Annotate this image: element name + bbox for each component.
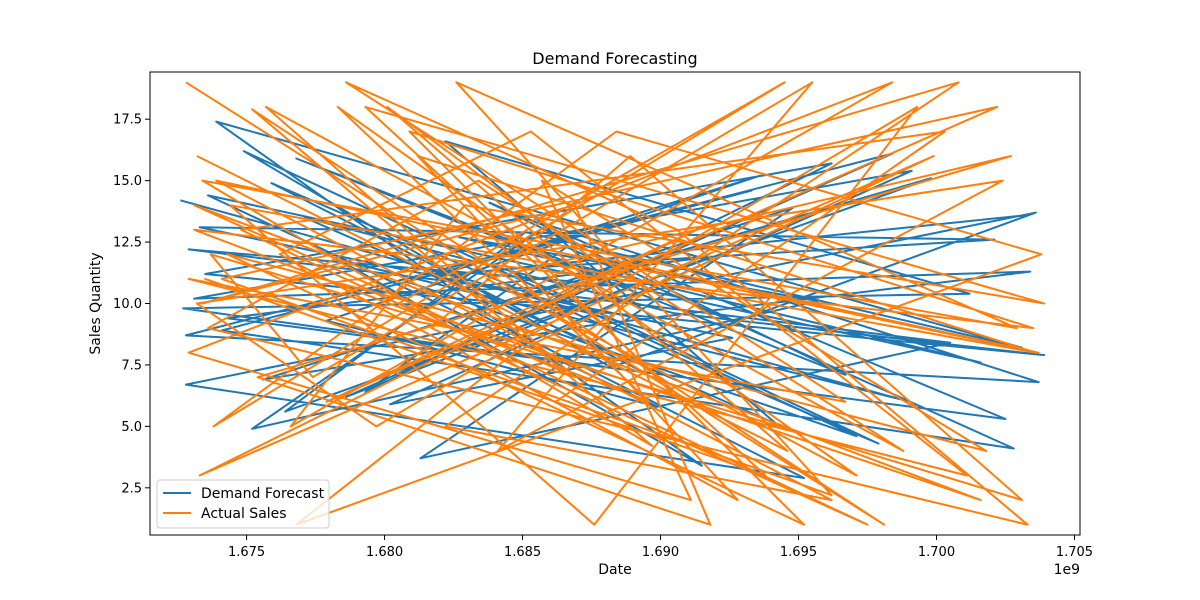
x-tick-label: 1.695 — [780, 545, 817, 560]
y-tick-label: 12.5 — [113, 236, 142, 251]
y-tick-label: 15.0 — [113, 174, 142, 189]
y-axis-ticks: 2.5 5.0 7.5 10.0 12.5 15.0 17.5 — [113, 113, 150, 496]
y-tick-label: 10.0 — [113, 297, 142, 312]
x-axis-ticks: 1.675 1.680 1.685 1.690 1.695 1.700 1.705 — [228, 535, 1093, 560]
y-tick-label: 5.0 — [121, 420, 142, 435]
x-axis-label: Date — [598, 562, 631, 578]
legend-label-demand-forecast: Demand Forecast — [201, 486, 325, 502]
legend-label-actual-sales: Actual Sales — [201, 506, 287, 522]
x-tick-label: 1.705 — [1056, 545, 1093, 560]
series-line-actual-sales — [185, 81, 1046, 526]
x-tick-label: 1.680 — [366, 545, 403, 560]
x-tick-label: 1.700 — [918, 545, 955, 560]
x-axis-offset-label: 1e9 — [1054, 562, 1080, 578]
plot-frame — [149, 71, 1081, 536]
x-tick-label: 1.685 — [504, 545, 541, 560]
x-tick-label: 1.690 — [642, 545, 679, 560]
chart-title: Demand Forecasting — [532, 49, 697, 68]
y-axis-label: Sales Quantity — [88, 252, 104, 354]
legend: Demand Forecast Actual Sales — [156, 479, 330, 529]
y-tick-label: 17.5 — [113, 113, 142, 128]
x-tick-label: 1.675 — [228, 545, 265, 560]
legend-box — [156, 479, 330, 529]
y-tick-label: 2.5 — [121, 481, 142, 496]
y-tick-label: 7.5 — [121, 358, 142, 373]
series-layer — [180, 81, 1046, 526]
